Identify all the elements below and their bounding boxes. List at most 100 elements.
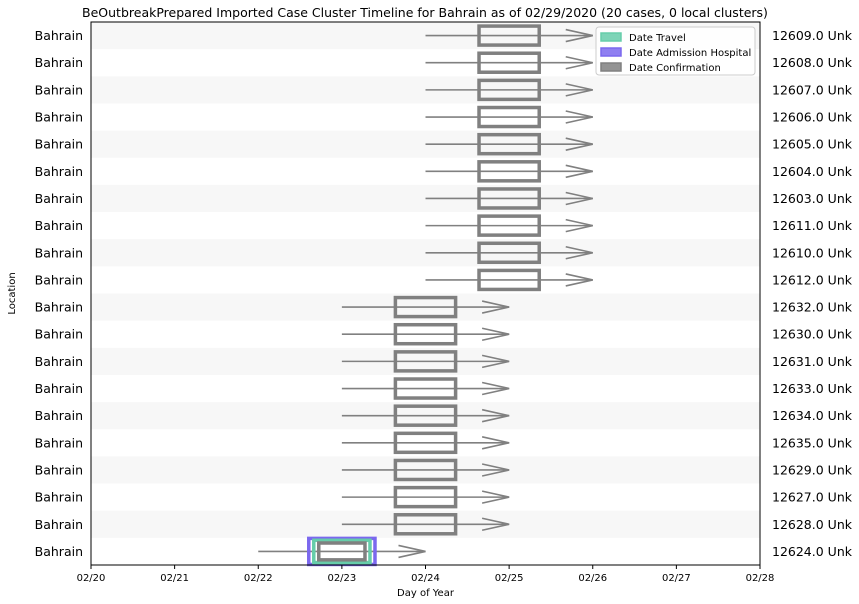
timeline-arrow-head [565, 28, 593, 43]
row-location-label: Bahrain [35, 408, 83, 423]
confirmation-box [477, 51, 541, 74]
case-row [341, 513, 510, 536]
case-row [425, 241, 593, 265]
legend-label: Date Confirmation [629, 63, 721, 74]
confirmation-box [477, 78, 541, 102]
admission-box [307, 536, 377, 567]
row-labels: Bahrain 12609.0 Unk Bahrain 12608.0 Unk Bahr… [35, 28, 853, 559]
row-case-label: 12605.0 Unk [772, 137, 853, 152]
case-row [341, 295, 510, 319]
case-row [341, 431, 510, 455]
legend-item: Date Confirmation [600, 62, 721, 74]
row-location-label: Bahrain [35, 245, 83, 260]
confirmation-box [393, 458, 458, 482]
timeline-arrow-head [481, 381, 510, 396]
confirmation-box [477, 105, 541, 129]
case-row [425, 132, 593, 156]
timeline-arrow-head [481, 354, 510, 369]
timeline-arrow-head [481, 517, 510, 532]
confirmation-box [393, 322, 458, 346]
row-location-label: Bahrain [35, 354, 83, 369]
legend-swatch [600, 62, 622, 72]
confirmation-box [393, 513, 458, 536]
x-tick-label: 02/21 [160, 573, 189, 584]
row-location-label: Bahrain [35, 137, 83, 152]
row-location-label: Bahrain [35, 490, 83, 505]
row-case-label: 12612.0 Unk [772, 272, 853, 287]
case-row [341, 377, 510, 400]
case-row [341, 458, 510, 482]
row-location-label: Bahrain [35, 327, 83, 342]
timeline-arrow-head [565, 83, 593, 97]
row-case-label: 12629.0 Unk [772, 462, 853, 477]
row-location-label: Bahrain [35, 55, 83, 70]
confirmation-box [393, 377, 458, 400]
timeline-arrow-head [481, 327, 510, 342]
case-row [341, 350, 510, 373]
confirmation-box [477, 187, 541, 210]
legend-item: Date Admission Hospital [600, 47, 751, 59]
case-row [425, 78, 593, 102]
confirmation-box [477, 241, 541, 265]
row-case-label: 12630.0 Unk [772, 327, 853, 342]
x-axis: 02/20 02/21 02/22 02/23 02/24 02/25 02/26 02/27… [77, 565, 775, 584]
row-location-label: Bahrain [35, 82, 83, 97]
x-tick-label: 02/24 [411, 573, 440, 584]
row-location-label: Bahrain [35, 272, 83, 287]
case-row [425, 24, 593, 47]
timeline-arrow-head [565, 164, 593, 179]
row-case-label: 12631.0 Unk [772, 354, 853, 369]
row-case-label: 12634.0 Unk [772, 408, 853, 423]
legend-swatch [600, 32, 622, 42]
timeline-arrow-head [565, 110, 593, 124]
timeline-arrow-head [398, 544, 426, 559]
confirmation-box [477, 160, 541, 183]
row-location-label: Bahrain [35, 28, 83, 43]
confirmation-box [477, 214, 541, 237]
case-row [341, 485, 510, 509]
x-tick-label: 02/28 [746, 573, 775, 584]
confirmation-box [393, 431, 458, 455]
confirmation-box [477, 132, 541, 156]
x-tick-label: 02/27 [662, 573, 691, 584]
timeline-arrow-head [481, 300, 510, 314]
row-case-label: 12635.0 Unk [772, 435, 853, 450]
row-case-label: 12611.0 Unk [772, 218, 853, 233]
row-case-label: 12609.0 Unk [772, 28, 853, 43]
case-row [425, 51, 593, 74]
row-case-label: 12604.0 Unk [772, 164, 853, 179]
row-case-label: 12633.0 Unk [772, 381, 853, 396]
row-case-label: 12608.0 Unk [772, 55, 853, 70]
case-row [341, 404, 510, 427]
confirmation-box [393, 295, 458, 319]
x-axis-label: Day of Year [397, 588, 455, 599]
x-tick-label: 02/23 [327, 573, 356, 584]
row-case-label: 12607.0 Unk [772, 82, 853, 97]
case-row [425, 268, 593, 292]
row-case-label: 12606.0 Unk [772, 110, 853, 125]
row-location-label: Bahrain [35, 435, 83, 450]
confirmation-box [317, 541, 367, 562]
timeline-arrow-head [565, 273, 593, 287]
legend-item: Date Travel [600, 32, 686, 44]
timeline-arrow-head [481, 490, 510, 504]
timeline-arrow-head [565, 137, 593, 151]
x-tick-label: 02/26 [578, 573, 607, 584]
row-case-label: 12628.0 Unk [772, 517, 853, 532]
row-location-label: Bahrain [35, 462, 83, 477]
y-axis-label: Location [7, 272, 18, 314]
row-location-label: Bahrain [35, 191, 83, 206]
row-location-label: Bahrain [35, 381, 83, 396]
x-tick-label: 02/25 [495, 573, 524, 584]
legend-label: Date Admission Hospital [629, 48, 751, 59]
row-location-label: Bahrain [35, 110, 83, 125]
timeline-arrow-head [481, 436, 510, 450]
confirmation-box [393, 485, 458, 509]
x-tick-label: 02/20 [77, 573, 106, 584]
travel-box [312, 538, 372, 565]
legend: Date Travel Date Admission Hospital Date C… [595, 26, 756, 76]
timeline-arrow-head [565, 245, 593, 260]
confirmation-box [477, 268, 541, 292]
timeline-arrow-head [481, 463, 510, 477]
